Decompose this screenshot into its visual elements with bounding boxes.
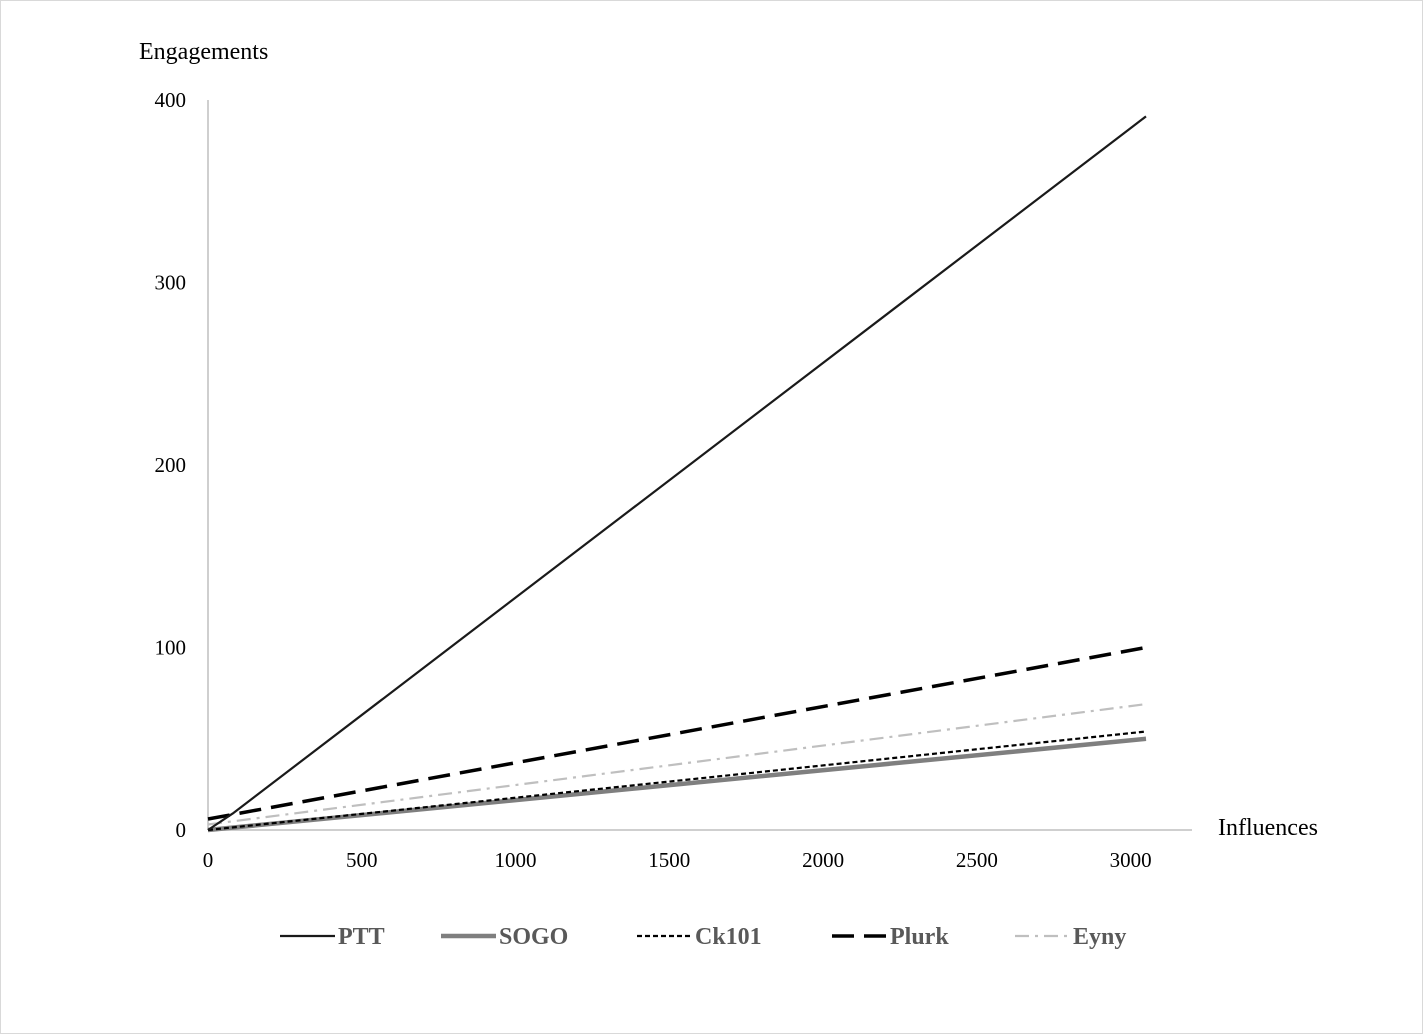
- x-tick-label: 1000: [495, 848, 537, 872]
- series-line-ck101: [207, 730, 1147, 832]
- legend: PTT SOGO Ck101 Plurk Eyny: [280, 924, 1126, 950]
- x-tick-label: 500: [346, 848, 378, 872]
- legend-label-sogo: SOGO: [499, 924, 568, 950]
- y-tick-label: 0: [176, 818, 187, 842]
- x-tick-labels: 0 500 1000 1500 2000 2500 3000: [203, 848, 1152, 872]
- y-tick-labels: 0 100 200 300 400: [155, 88, 187, 842]
- legend-label-ptt: PTT: [338, 924, 385, 950]
- y-tick-label: 400: [155, 88, 187, 112]
- y-tick-label: 300: [155, 271, 187, 295]
- x-tick-label: 1500: [648, 848, 690, 872]
- y-axis-title: Engagements: [139, 39, 268, 65]
- x-tick-label: 0: [203, 848, 214, 872]
- legend-label-plurk: Plurk: [890, 924, 949, 950]
- legend-label-ck101: Ck101: [695, 924, 762, 950]
- series-line-eyny: [207, 703, 1147, 826]
- y-tick-label: 200: [155, 453, 187, 477]
- x-tick-label: 2000: [802, 848, 844, 872]
- axes: [207, 100, 1192, 831]
- x-axis-title: Influences: [1218, 815, 1318, 841]
- legend-label-eyny: Eyny: [1073, 924, 1126, 950]
- series-line-plurk: [207, 645, 1147, 821]
- series-lines: [207, 115, 1147, 833]
- y-tick-label: 100: [155, 636, 187, 660]
- series-line-sogo: [207, 736, 1147, 833]
- x-tick-label: 2500: [956, 848, 998, 872]
- x-tick-label: 3000: [1110, 848, 1152, 872]
- series-line-ptt: [207, 115, 1147, 831]
